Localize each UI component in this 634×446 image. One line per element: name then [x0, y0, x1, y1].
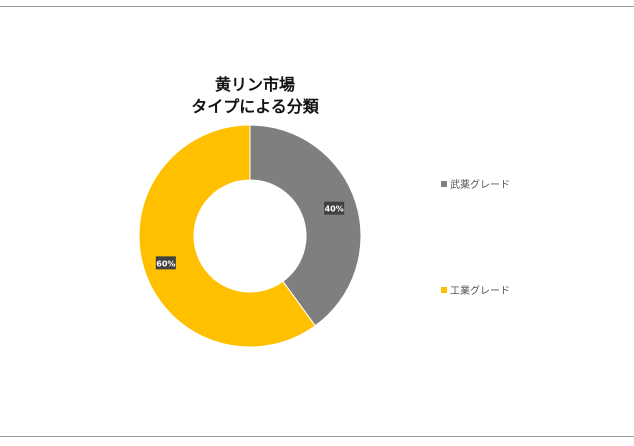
data-label-0: 40%	[324, 201, 345, 215]
legend-item-medicine-grade: 武薬グレード	[441, 176, 510, 191]
legend-item-industrial-grade: 工業グレード	[441, 282, 510, 297]
legend-swatch-medicine-grade	[441, 180, 447, 187]
legend-swatch-industrial-grade	[441, 286, 447, 293]
chart-title-line-1: 黄リン市場	[214, 75, 295, 94]
chart-title-line-2: タイプによる分類	[191, 97, 319, 116]
slice-0	[249, 124, 362, 327]
data-label-bg-0	[324, 201, 345, 215]
top-border	[0, 6, 634, 7]
data-label-text-1: 60%	[156, 259, 175, 268]
legend-label-medicine-grade: 武薬グレード	[450, 180, 510, 191]
chart-title: 黄リン市場 タイプによる分類	[150, 74, 360, 118]
slice-1	[138, 124, 316, 348]
legend-label-industrial-grade: 工業グレード	[450, 286, 510, 297]
bottom-border	[0, 436, 634, 437]
data-label-bg-1	[155, 256, 176, 270]
data-label-text-0: 40%	[325, 205, 344, 214]
data-label-1: 60%	[155, 256, 176, 270]
